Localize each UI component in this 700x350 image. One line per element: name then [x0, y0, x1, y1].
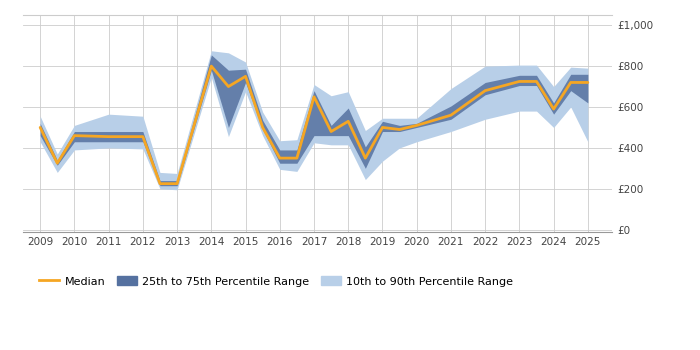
Legend: Median, 25th to 75th Percentile Range, 10th to 90th Percentile Range: Median, 25th to 75th Percentile Range, 1…	[35, 272, 517, 291]
